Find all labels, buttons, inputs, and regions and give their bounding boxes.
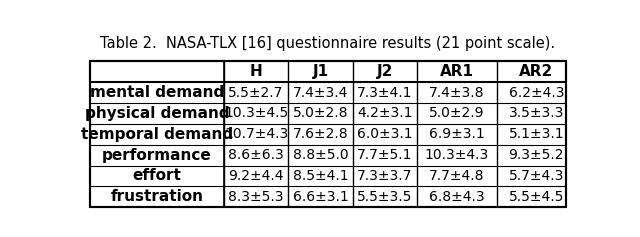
Text: 6.0±3.1: 6.0±3.1 xyxy=(357,127,413,141)
Text: 5.7±4.3: 5.7±4.3 xyxy=(509,169,564,183)
Text: mental demand: mental demand xyxy=(90,85,224,100)
Text: H: H xyxy=(250,64,262,79)
Text: 5.0±2.9: 5.0±2.9 xyxy=(429,106,484,120)
Text: Table 2.  NASA-TLX [16] questionnaire results (21 point scale).: Table 2. NASA-TLX [16] questionnaire res… xyxy=(100,36,556,50)
Text: 7.7±5.1: 7.7±5.1 xyxy=(357,148,413,162)
Text: 7.4±3.4: 7.4±3.4 xyxy=(293,86,348,100)
Text: 6.6±3.1: 6.6±3.1 xyxy=(292,190,348,204)
Text: temporal demand: temporal demand xyxy=(81,127,233,142)
Text: 5.1±3.1: 5.1±3.1 xyxy=(509,127,564,141)
Text: 6.2±4.3: 6.2±4.3 xyxy=(509,86,564,100)
Bar xyxy=(90,61,566,207)
Text: 4.2±3.1: 4.2±3.1 xyxy=(357,106,413,120)
Text: 3.5±3.3: 3.5±3.3 xyxy=(509,106,564,120)
Text: 10.3±4.5: 10.3±4.5 xyxy=(224,106,288,120)
Text: 7.6±2.8: 7.6±2.8 xyxy=(292,127,348,141)
Text: 5.5±4.5: 5.5±4.5 xyxy=(509,190,564,204)
Text: physical demand: physical demand xyxy=(84,106,229,121)
Text: 8.8±5.0: 8.8±5.0 xyxy=(292,148,348,162)
Text: performance: performance xyxy=(102,148,212,163)
Text: 8.3±5.3: 8.3±5.3 xyxy=(228,190,284,204)
Text: 5.5±2.7: 5.5±2.7 xyxy=(228,86,284,100)
Text: 5.5±3.5: 5.5±3.5 xyxy=(357,190,413,204)
Text: 7.3±4.1: 7.3±4.1 xyxy=(357,86,413,100)
Text: 6.9±3.1: 6.9±3.1 xyxy=(429,127,485,141)
Text: effort: effort xyxy=(132,169,181,183)
Text: 7.4±3.8: 7.4±3.8 xyxy=(429,86,484,100)
Text: AR2: AR2 xyxy=(519,64,554,79)
Text: 9.3±5.2: 9.3±5.2 xyxy=(509,148,564,162)
Text: frustration: frustration xyxy=(110,189,204,204)
Text: 5.0±2.8: 5.0±2.8 xyxy=(293,106,348,120)
Text: 7.3±3.7: 7.3±3.7 xyxy=(357,169,413,183)
Text: J2: J2 xyxy=(377,64,393,79)
Text: 7.7±4.8: 7.7±4.8 xyxy=(429,169,484,183)
Text: 9.2±4.4: 9.2±4.4 xyxy=(228,169,284,183)
Text: 8.6±6.3: 8.6±6.3 xyxy=(228,148,284,162)
Text: 8.5±4.1: 8.5±4.1 xyxy=(292,169,348,183)
Text: 6.8±4.3: 6.8±4.3 xyxy=(429,190,484,204)
Text: 10.3±4.3: 10.3±4.3 xyxy=(425,148,489,162)
Text: AR1: AR1 xyxy=(440,64,474,79)
Text: 10.7±4.3: 10.7±4.3 xyxy=(224,127,288,141)
Text: J1: J1 xyxy=(312,64,328,79)
